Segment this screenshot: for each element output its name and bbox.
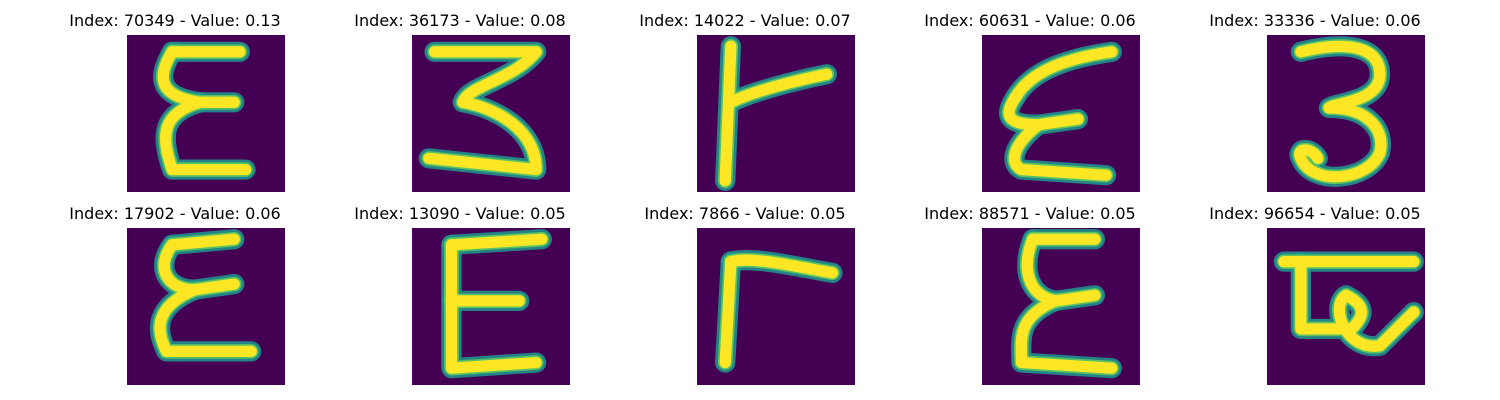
digit-image xyxy=(1267,35,1425,192)
panel-title: Index: 13090 - Value: 0.05 xyxy=(354,204,566,223)
panel-title: Index: 7866 - Value: 0.05 xyxy=(644,204,846,223)
digit-image xyxy=(982,35,1140,192)
image-panel: Index: 7866 - Value: 0.05 xyxy=(595,193,895,386)
glyph-stroke xyxy=(160,96,252,176)
panel-title: Index: 14022 - Value: 0.07 xyxy=(639,11,851,30)
digit-image xyxy=(127,35,285,192)
image-panel: Index: 60631 - Value: 0.06 xyxy=(880,0,1180,193)
glyph-stroke xyxy=(1294,40,1387,183)
glyph-stroke xyxy=(1015,295,1118,374)
glyph-stroke xyxy=(719,40,737,187)
glyph-stroke xyxy=(1295,256,1420,352)
panel-title: Index: 36173 - Value: 0.08 xyxy=(354,11,566,30)
glyph-stroke xyxy=(166,233,240,251)
glyph-stroke xyxy=(1008,119,1112,181)
image-panel: Index: 13090 - Value: 0.05 xyxy=(310,193,610,386)
panel-title: Index: 17902 - Value: 0.06 xyxy=(69,204,281,223)
panel-title: Index: 88571 - Value: 0.05 xyxy=(924,204,1136,223)
glyph-stroke xyxy=(423,46,542,176)
digit-image xyxy=(697,35,855,192)
image-panel: Index: 36173 - Value: 0.08 xyxy=(310,0,610,193)
digit-image xyxy=(1267,228,1425,385)
digit-image xyxy=(697,228,855,385)
image-panel: Index: 70349 - Value: 0.13 xyxy=(25,0,325,193)
glyph-stroke xyxy=(445,233,548,251)
image-panel: Index: 14022 - Value: 0.07 xyxy=(595,0,895,193)
image-panel: Index: 33336 - Value: 0.06 xyxy=(1165,0,1465,193)
image-panel: Index: 88571 - Value: 0.05 xyxy=(880,193,1180,386)
panel-title: Index: 70349 - Value: 0.13 xyxy=(69,11,281,30)
image-panel: Index: 17902 - Value: 0.06 xyxy=(25,193,325,386)
digit-image xyxy=(982,228,1140,385)
glyph-stroke xyxy=(154,284,257,357)
glyph-stroke xyxy=(445,239,542,374)
glyph-stroke xyxy=(725,254,839,279)
digit-image xyxy=(127,228,285,385)
glyph-stroke xyxy=(725,68,833,108)
panel-title: Index: 96654 - Value: 0.05 xyxy=(1209,204,1421,223)
panel-title: Index: 33336 - Value: 0.06 xyxy=(1209,11,1421,30)
digit-image xyxy=(412,228,570,385)
panel-title: Index: 60631 - Value: 0.06 xyxy=(924,11,1136,30)
image-panel: Index: 96654 - Value: 0.05 xyxy=(1165,193,1465,386)
glyph-stroke xyxy=(1010,46,1118,103)
digit-image xyxy=(412,35,570,192)
glyph-stroke xyxy=(719,256,737,369)
